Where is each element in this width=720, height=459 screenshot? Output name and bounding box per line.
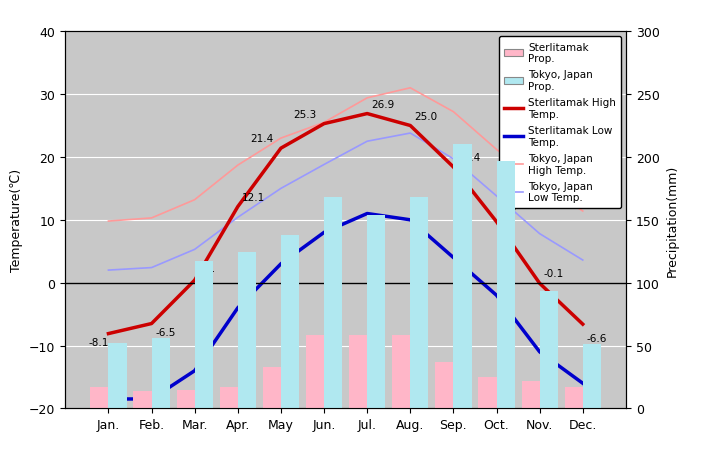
Tokyo, Japan
Low Temp. — [233, 215, 242, 221]
Tokyo, Japan
High Temp. — [276, 136, 285, 141]
Tokyo, Japan
High Temp. — [190, 197, 199, 203]
Bar — [497, 162, 515, 409]
Bar — [564, 387, 582, 409]
Tokyo, Japan
Low Temp. — [536, 231, 544, 237]
Y-axis label: Precipitation(mm): Precipitation(mm) — [665, 164, 678, 276]
Sterlitamak High
Temp. — [492, 219, 501, 225]
Tokyo, Japan
Low Temp. — [276, 186, 285, 192]
Text: 9.7: 9.7 — [500, 207, 517, 217]
Bar — [238, 253, 256, 409]
Sterlitamak Low
Temp. — [449, 255, 458, 261]
Sterlitamak Low
Temp. — [406, 218, 415, 223]
Sterlitamak Low
Temp. — [233, 305, 242, 311]
Tokyo, Japan
High Temp. — [147, 216, 156, 221]
Sterlitamak Low
Temp. — [578, 381, 587, 386]
Sterlitamak Low
Temp. — [363, 211, 372, 217]
Sterlitamak Low
Temp. — [147, 396, 156, 402]
Bar — [194, 262, 213, 409]
Sterlitamak Low
Temp. — [104, 396, 113, 402]
Bar — [176, 390, 194, 409]
Bar — [220, 387, 238, 409]
Bar — [410, 198, 428, 409]
Bar — [324, 198, 342, 409]
Bar — [90, 387, 109, 409]
Tokyo, Japan
Low Temp. — [320, 162, 328, 168]
Line: Sterlitamak Low
Temp.: Sterlitamak Low Temp. — [109, 214, 582, 399]
Tokyo, Japan
Low Temp. — [449, 157, 458, 162]
Sterlitamak High
Temp. — [233, 204, 242, 210]
Text: 18.4: 18.4 — [458, 153, 481, 162]
Bar — [151, 338, 170, 409]
Sterlitamak Low
Temp. — [276, 262, 285, 267]
Tokyo, Japan
High Temp. — [406, 86, 415, 91]
Bar — [436, 362, 454, 409]
Tokyo, Japan
Low Temp. — [363, 139, 372, 145]
Bar — [454, 145, 472, 409]
Sterlitamak High
Temp. — [536, 281, 544, 286]
Tokyo, Japan
High Temp. — [492, 147, 501, 153]
Sterlitamak Low
Temp. — [320, 230, 328, 235]
Sterlitamak Low
Temp. — [536, 349, 544, 355]
Text: -8.1: -8.1 — [89, 337, 109, 347]
Sterlitamak High
Temp. — [363, 112, 372, 117]
Bar — [392, 336, 410, 409]
Line: Tokyo, Japan
High Temp.: Tokyo, Japan High Temp. — [109, 89, 582, 222]
Tokyo, Japan
High Temp. — [320, 120, 328, 126]
Sterlitamak High
Temp. — [190, 278, 199, 283]
Sterlitamak High
Temp. — [320, 122, 328, 127]
Tokyo, Japan
Low Temp. — [492, 194, 501, 199]
Sterlitamak High
Temp. — [406, 123, 415, 129]
Tokyo, Japan
Low Temp. — [406, 131, 415, 136]
Tokyo, Japan
High Temp. — [449, 110, 458, 115]
Tokyo, Japan
Low Temp. — [104, 268, 113, 273]
Sterlitamak Low
Temp. — [190, 368, 199, 374]
Tokyo, Japan
Low Temp. — [578, 257, 587, 263]
Sterlitamak High
Temp. — [578, 322, 587, 327]
Bar — [478, 377, 497, 409]
Bar — [306, 336, 324, 409]
Sterlitamak Low
Temp. — [492, 293, 501, 298]
Line: Sterlitamak High
Temp.: Sterlitamak High Temp. — [109, 114, 582, 334]
Text: 25.0: 25.0 — [415, 112, 438, 121]
Bar — [109, 343, 127, 409]
Text: -0.1: -0.1 — [544, 269, 564, 279]
Text: 25.3: 25.3 — [294, 109, 317, 119]
Sterlitamak High
Temp. — [276, 146, 285, 151]
Text: -6.6: -6.6 — [587, 333, 607, 343]
Tokyo, Japan
High Temp. — [578, 209, 587, 214]
Tokyo, Japan
High Temp. — [363, 96, 372, 101]
Text: 12.1: 12.1 — [242, 192, 265, 202]
Sterlitamak High
Temp. — [449, 165, 458, 170]
Tokyo, Japan
Low Temp. — [147, 265, 156, 271]
Bar — [540, 292, 558, 409]
Bar — [133, 391, 151, 409]
Bar — [349, 336, 367, 409]
Bar — [367, 215, 385, 409]
Bar — [263, 367, 281, 409]
Sterlitamak High
Temp. — [147, 321, 156, 327]
Text: 26.9: 26.9 — [372, 100, 395, 109]
Sterlitamak High
Temp. — [104, 331, 113, 336]
Tokyo, Japan
High Temp. — [536, 181, 544, 187]
Text: 0.4: 0.4 — [199, 266, 215, 275]
Tokyo, Japan
Low Temp. — [190, 247, 199, 252]
Text: -6.5: -6.5 — [156, 327, 176, 337]
Bar — [521, 381, 540, 409]
Y-axis label: Temperature(℃): Temperature(℃) — [10, 169, 23, 272]
Bar — [281, 235, 299, 409]
Tokyo, Japan
High Temp. — [104, 219, 113, 224]
Legend: Sterlitamak
Prop., Tokyo, Japan
Prop., Sterlitamak High
Temp., Sterlitamak Low
T: Sterlitamak Prop., Tokyo, Japan Prop., S… — [499, 37, 621, 208]
Text: 21.4: 21.4 — [251, 134, 274, 144]
Line: Tokyo, Japan
Low Temp.: Tokyo, Japan Low Temp. — [109, 134, 582, 270]
Bar — [582, 345, 601, 409]
Tokyo, Japan
High Temp. — [233, 163, 242, 168]
